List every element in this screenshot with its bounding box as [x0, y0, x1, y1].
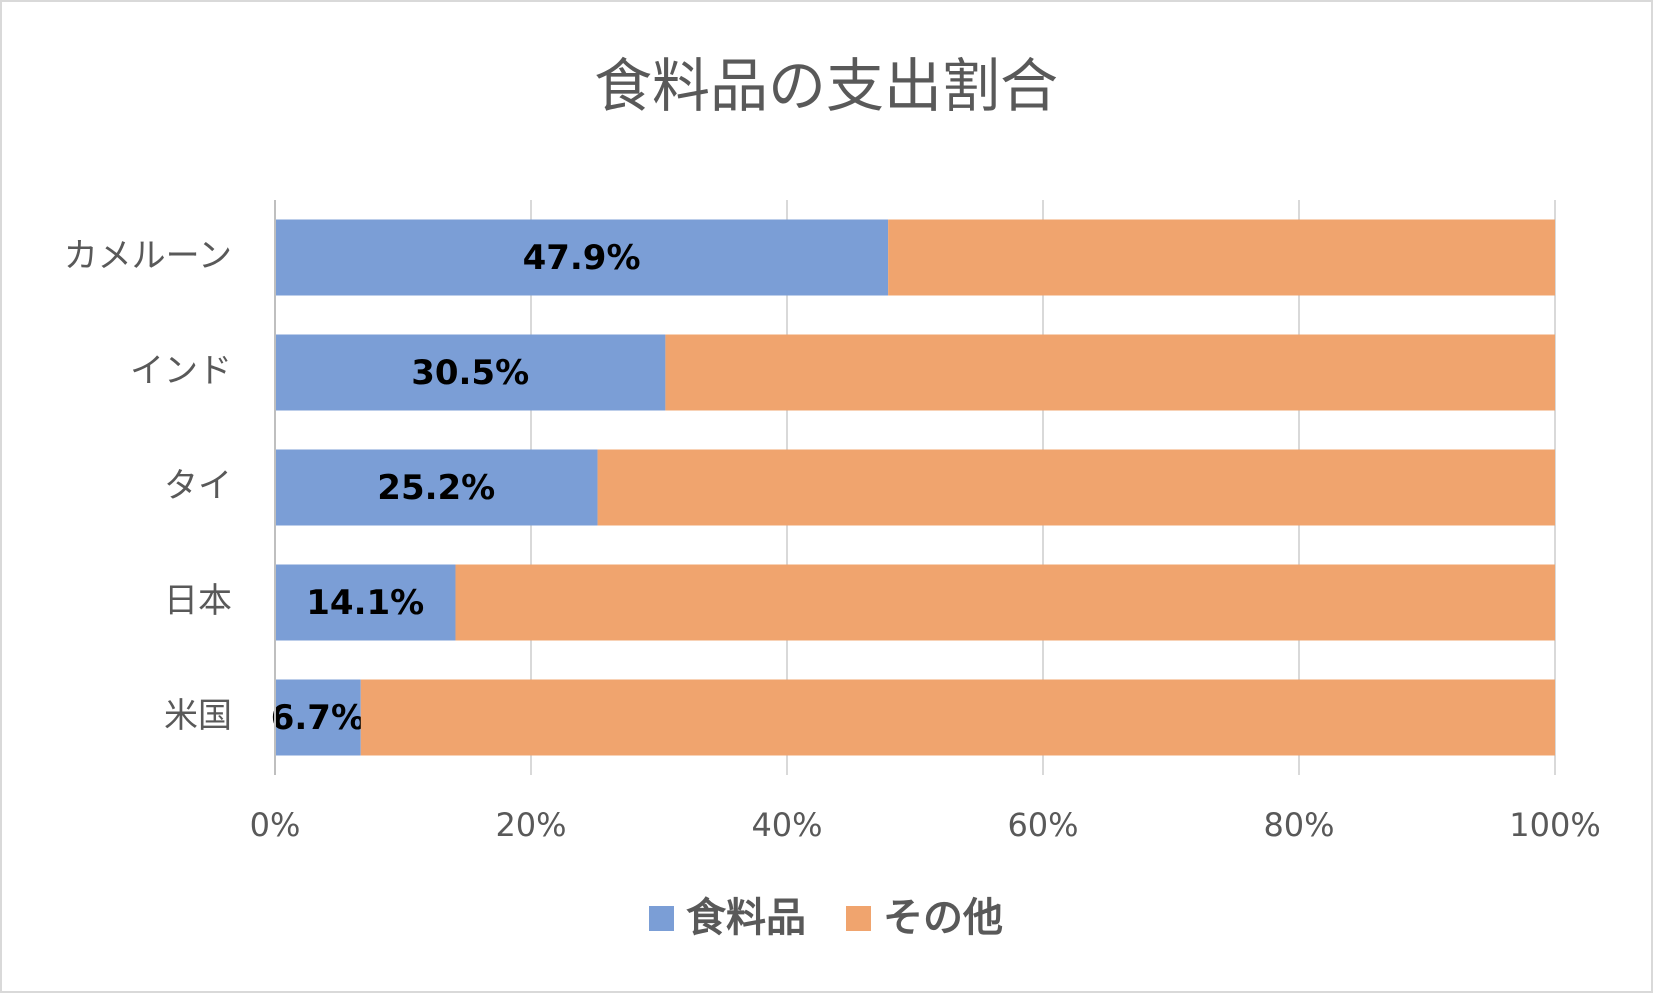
bar-segment	[665, 334, 1555, 411]
bar-segment	[275, 564, 456, 641]
y-tick-label: 米国	[164, 696, 232, 736]
legend-swatch	[649, 906, 674, 931]
legend-label: 食料品	[686, 895, 806, 941]
bar-segment	[275, 219, 889, 296]
data-label: 14.1%	[306, 583, 424, 623]
x-tick-label: 20%	[495, 806, 566, 844]
bar-segment	[888, 219, 1555, 296]
bar-segment	[275, 449, 598, 526]
y-tick-label: インド	[130, 351, 232, 391]
legend-label: その他	[883, 895, 1003, 941]
data-label: 30.5%	[411, 353, 529, 393]
x-tick-label: 80%	[1263, 806, 1334, 844]
data-label: 47.9%	[523, 238, 641, 278]
chart-title: 食料品の支出割合	[594, 52, 1058, 120]
x-tick-label: 60%	[1007, 806, 1078, 844]
bar-segment	[360, 679, 1555, 756]
legend-swatch	[846, 906, 871, 931]
x-tick-label: 40%	[751, 806, 822, 844]
bar-segment	[597, 449, 1555, 526]
data-label: 6.7%	[271, 698, 365, 738]
bar-segment	[275, 334, 666, 411]
bar-segment	[455, 564, 1556, 641]
y-tick-label: 日本	[164, 581, 232, 621]
x-tick-label: 100%	[1509, 806, 1600, 844]
x-tick-label: 0%	[250, 806, 301, 844]
y-tick-label: タイ	[164, 466, 232, 506]
y-tick-label: カメルーン	[64, 236, 232, 276]
data-label: 25.2%	[377, 468, 495, 508]
bar-segment	[275, 679, 361, 756]
